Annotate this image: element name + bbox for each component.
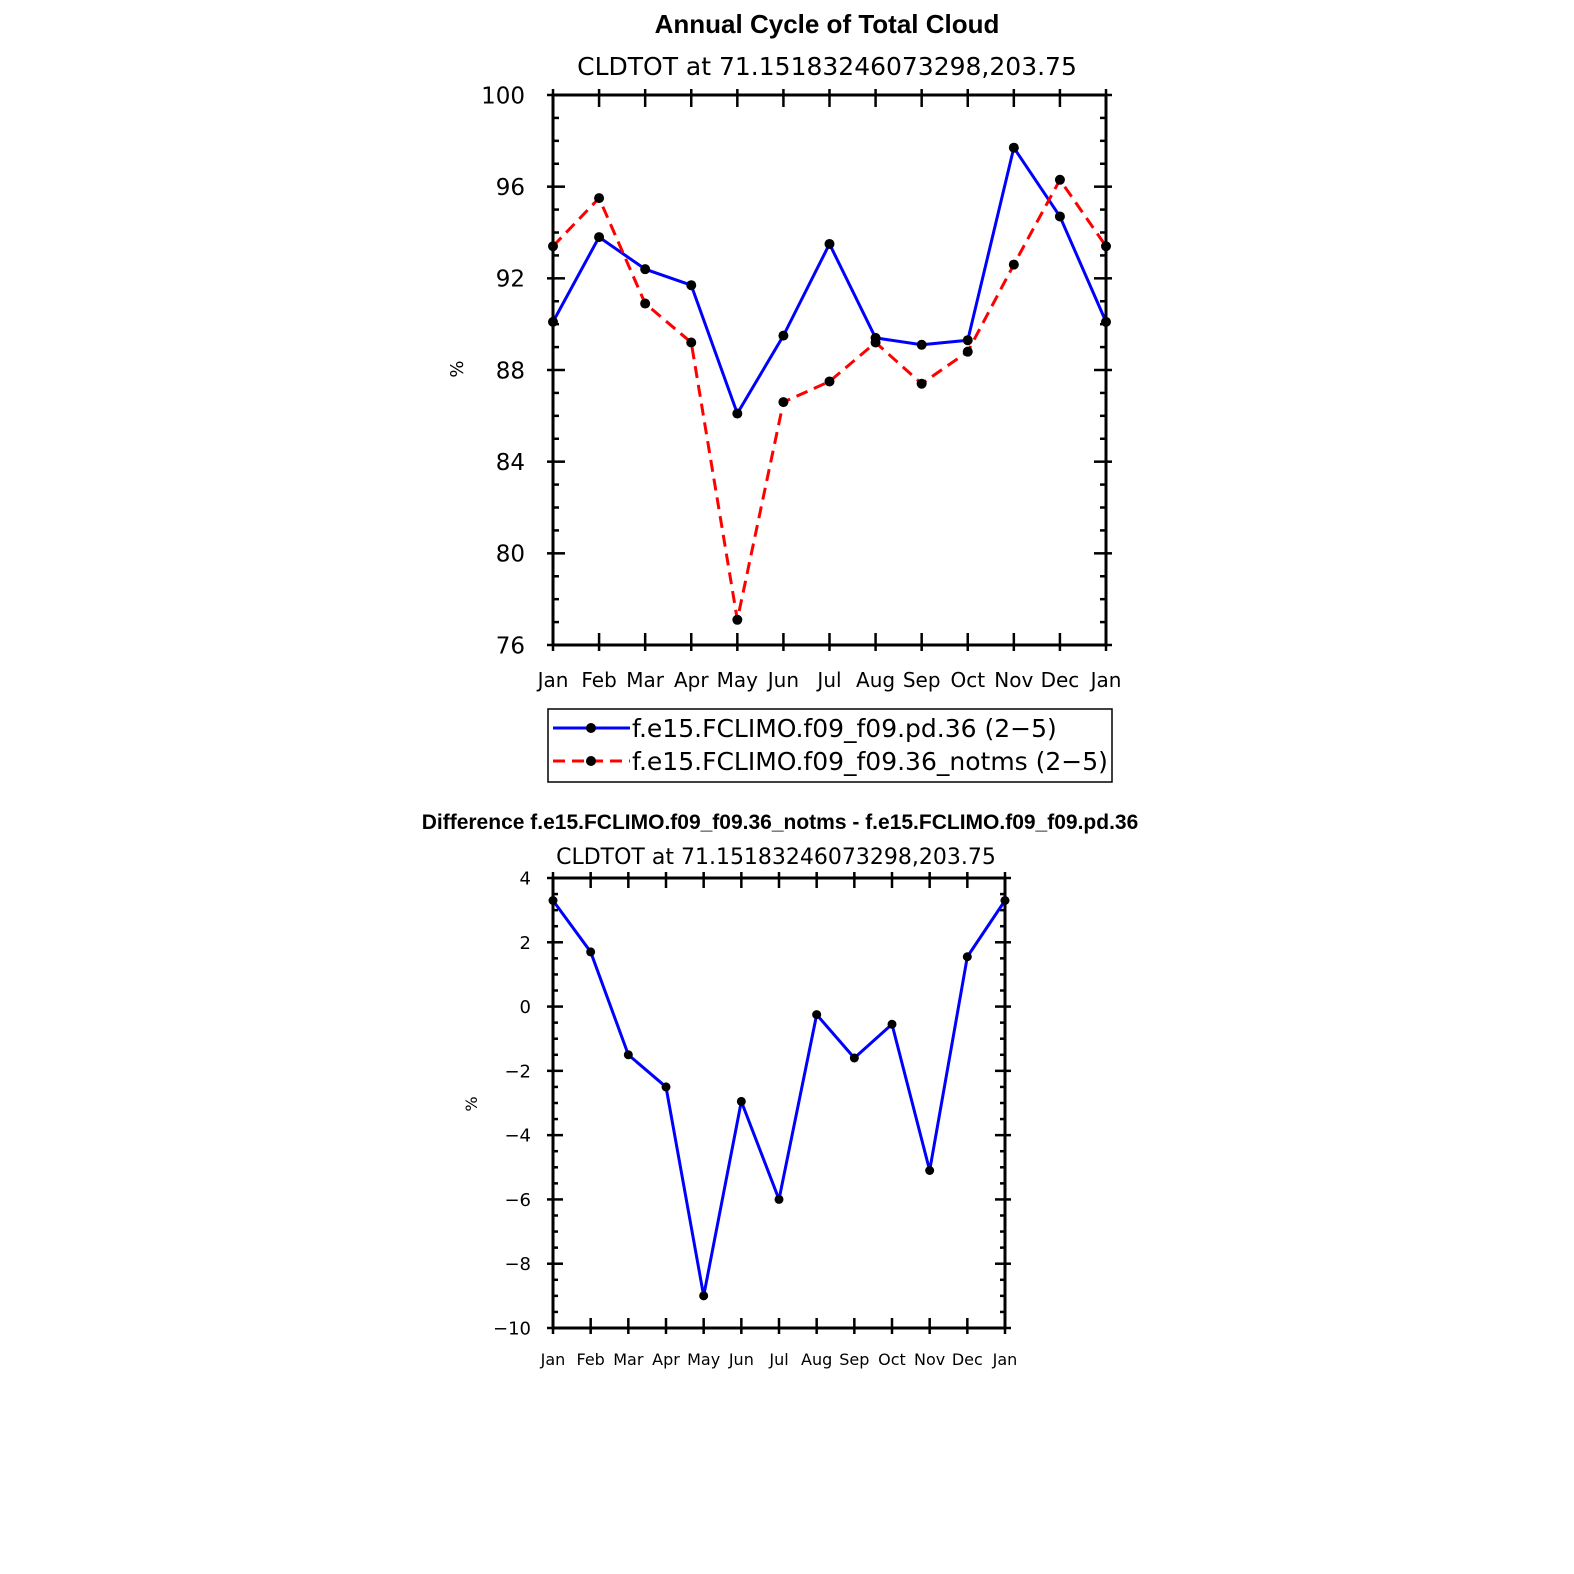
series-1-point	[586, 947, 596, 957]
series-2-point	[1008, 259, 1019, 270]
y-tick-label: −10	[493, 1318, 531, 1339]
series-2-point	[778, 397, 789, 408]
x-tick-label: Apr	[652, 1350, 680, 1369]
series-2-point	[916, 378, 927, 389]
x-tick-label: Jul	[815, 668, 841, 692]
annual-cycle-chart: Annual Cycle of Total Cloud CLDTOT at 71…	[447, 9, 1121, 783]
x-tick-label: Jan	[540, 1350, 566, 1369]
y-tick-label: 0	[520, 997, 531, 1018]
series-2-point	[1054, 174, 1065, 185]
x-tick-label: Jun	[766, 668, 799, 692]
x-tick-label: Mar	[613, 1350, 644, 1369]
series-2-point	[686, 337, 697, 348]
x-tick-label: May	[687, 1350, 720, 1369]
top-chart-subtitle: CLDTOT at 71.15183246073298,203.75	[577, 52, 1077, 81]
x-tick-label: Sep	[839, 1350, 869, 1369]
series-1-point	[824, 238, 835, 249]
top-chart-series	[548, 142, 1111, 625]
series-1-point	[686, 280, 697, 291]
series-1-point	[778, 330, 789, 341]
x-tick-label: Aug	[856, 668, 895, 692]
series-1-point	[736, 1096, 746, 1106]
legend-box	[547, 708, 1113, 783]
bottom-chart-subtitle: CLDTOT at 71.15183246073298,203.75	[556, 845, 996, 870]
series-2-point	[640, 298, 651, 309]
y-tick-label: 100	[481, 83, 525, 109]
bottom-chart-frame	[551, 876, 1007, 1330]
x-tick-label: Jul	[768, 1350, 788, 1369]
series-2-point	[870, 337, 881, 348]
legend-label-series-1: f.e15.FCLIMO.f09_f09.pd.36 (2−5)	[632, 714, 1057, 743]
bottom-chart-ylabel: %	[462, 1096, 481, 1111]
y-tick-label: 2	[520, 933, 531, 954]
x-tick-label: Jan	[536, 668, 569, 692]
series-1-point	[640, 264, 651, 275]
x-tick-label: Dec	[1041, 668, 1080, 692]
series-2-point	[594, 193, 605, 204]
series-line-1	[551, 899, 1007, 1298]
bottom-chart-series	[548, 896, 1010, 1301]
legend-label-series-2: f.e15.FCLIMO.f09_f09.36_notms (2−5)	[632, 747, 1108, 776]
series-1-point	[732, 408, 743, 419]
bottom-chart-title: Difference f.e15.FCLIMO.f09_f09.36_notms…	[422, 811, 1139, 834]
x-tick-label: Oct	[878, 1350, 906, 1369]
series-1-point	[594, 232, 605, 243]
top-chart-ylabel: %	[447, 360, 468, 377]
x-tick-label: Jun	[728, 1350, 754, 1369]
difference-chart: Difference f.e15.FCLIMO.f09_f09.36_notms…	[422, 811, 1139, 1369]
series-2-point	[824, 376, 835, 387]
x-tick-label: Nov	[914, 1350, 945, 1369]
series-1-point	[1054, 211, 1065, 222]
series-1-point	[962, 335, 973, 346]
series-1-point	[623, 1050, 633, 1060]
x-tick-label: Oct	[950, 668, 985, 692]
x-tick-label: Feb	[581, 668, 616, 692]
x-tick-label: Aug	[801, 1350, 832, 1369]
series-1-point	[925, 1166, 935, 1175]
series-2-point	[962, 346, 973, 357]
series-1-point	[1008, 142, 1019, 153]
series-2-point	[732, 614, 743, 625]
x-tick-label: Dec	[952, 1350, 983, 1369]
x-tick-label: Nov	[994, 668, 1033, 692]
x-tick-label: Apr	[674, 668, 709, 692]
y-tick-label: −2	[504, 1061, 531, 1082]
x-tick-label: Jan	[1089, 668, 1122, 692]
series-1-point	[774, 1194, 784, 1204]
bottom-chart-axes: Jan Feb Mar Apr May Jun Jul Aug Sep Oct Nov Dec Jan−…	[493, 868, 1017, 1369]
top-chart-frame	[551, 93, 1108, 647]
series-1-point	[699, 1291, 709, 1301]
x-tick-label: Jan	[992, 1350, 1018, 1369]
y-tick-label: 84	[496, 450, 525, 476]
y-tick-label: −4	[504, 1126, 531, 1147]
series-1-point	[661, 1082, 671, 1092]
series-1-point	[812, 1010, 822, 1020]
x-tick-label: Sep	[903, 668, 941, 692]
series-1-point	[916, 339, 927, 350]
series-1-point	[849, 1053, 859, 1063]
x-tick-label: Mar	[626, 668, 665, 692]
y-tick-label: −6	[504, 1190, 531, 1211]
y-tick-label: 96	[496, 175, 525, 201]
top-chart-axes: Jan Feb Mar Apr May Jun Jul Aug Sep Oct Nov Dec Jan 7…	[481, 83, 1121, 692]
y-tick-label: 76	[496, 633, 525, 659]
y-tick-label: 4	[520, 868, 531, 889]
x-tick-label: May	[717, 668, 759, 692]
y-tick-label: 80	[496, 542, 525, 568]
series-1-point	[962, 952, 972, 962]
top-chart-title: Annual Cycle of Total Cloud	[655, 9, 1000, 39]
legend-marker-series-1	[586, 723, 596, 733]
series-1-point	[887, 1019, 897, 1029]
x-tick-label: Feb	[577, 1350, 605, 1369]
top-chart-legend: f.e15.FCLIMO.f09_f09.pd.36 (2−5) f.e15.F…	[547, 708, 1113, 783]
legend-marker-series-2	[586, 756, 596, 766]
y-tick-label: −8	[504, 1254, 531, 1275]
y-tick-label: 88	[496, 358, 525, 384]
y-tick-label: 92	[496, 267, 525, 293]
